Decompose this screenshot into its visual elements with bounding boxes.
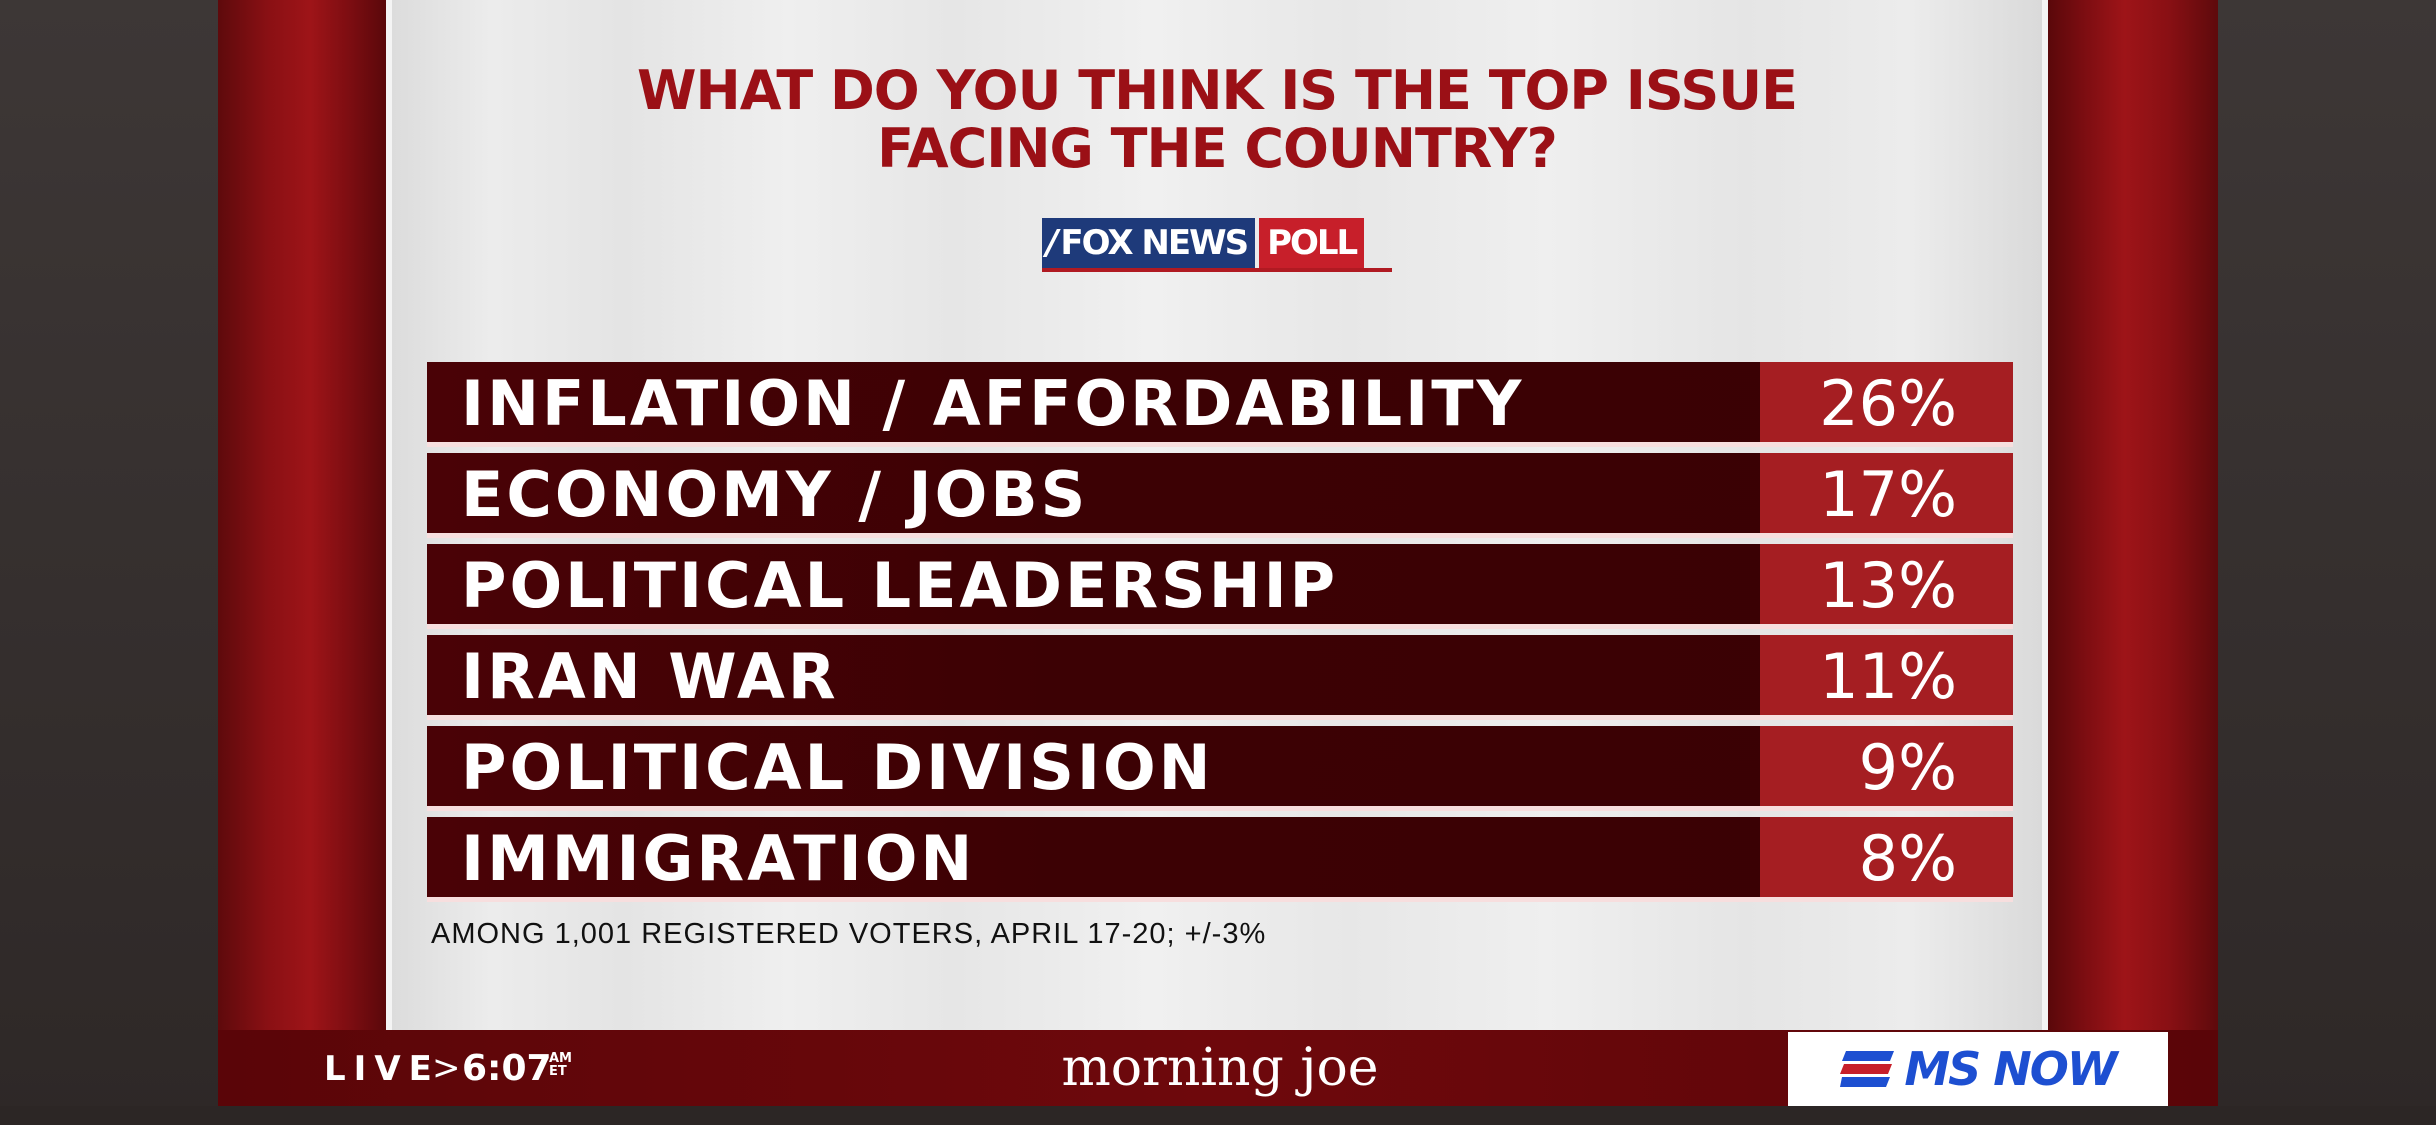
issue-label: POLITICAL DIVISION [461, 731, 1214, 804]
network-name: MS NOW [1904, 1042, 2117, 1096]
poll-footnote: AMONG 1,001 REGISTERED VOTERS, APRIL 17-… [431, 918, 1267, 950]
time-zone-label: AM ET [549, 1052, 572, 1078]
right-backdrop [2218, 0, 2436, 1125]
poll-tag: POLL [1259, 218, 1365, 268]
left-curtain [218, 0, 386, 1125]
table-row: ECONOMY / JOBS 17% [427, 453, 2013, 533]
poll-results-table: INFLATION / AFFORDABILITY 26% ECONOMY / JO… [427, 362, 2013, 908]
issue-percent: 8% [1760, 817, 2013, 897]
broadcast-time: 6:07 [462, 1048, 552, 1089]
table-row: POLITICAL LEADERSHIP 13% [427, 544, 2013, 624]
right-curtain [2048, 0, 2218, 1125]
issue-percent: 17% [1760, 453, 2013, 533]
fox-slash-icon: / [1046, 223, 1059, 263]
table-row: IRAN WAR 11% [427, 635, 2013, 715]
poll-title: WHAT DO YOU THINK IS THE TOP ISSUE FACIN… [386, 62, 2048, 178]
live-indicator: LIVE [324, 1049, 440, 1089]
table-row: POLITICAL DIVISION 9% [427, 726, 2013, 806]
issue-percent: 11% [1760, 635, 2013, 715]
issue-percent: 26% [1760, 362, 2013, 442]
bottom-edge [0, 1106, 2436, 1125]
left-backdrop [0, 0, 218, 1125]
am-label: AM [549, 1051, 572, 1066]
chevron-right-icon: > [432, 1048, 461, 1088]
table-row: INFLATION / AFFORDABILITY 26% [427, 362, 2013, 442]
issue-label: IRAN WAR [461, 640, 839, 713]
poll-title-line1: WHAT DO YOU THINK IS THE TOP ISSUE [636, 59, 1798, 122]
et-label: ET [549, 1064, 567, 1079]
issue-percent: 9% [1760, 726, 2013, 806]
issue-percent: 13% [1760, 544, 2013, 624]
issue-label: INFLATION / AFFORDABILITY [461, 367, 1525, 440]
show-name: morning joe [1061, 1038, 1379, 1098]
issue-label: IMMIGRATION [461, 822, 976, 895]
issue-label: POLITICAL LEADERSHIP [461, 549, 1339, 622]
ms-now-logo-icon [1840, 1049, 1896, 1089]
table-row: IMMIGRATION 8% [427, 817, 2013, 897]
issue-label: ECONOMY / JOBS [461, 458, 1089, 531]
poll-title-line2: FACING THE COUNTRY? [877, 117, 1558, 180]
fox-news-brand: / FOX NEWS [1042, 218, 1256, 268]
network-logo: MS NOW [1788, 1032, 2168, 1106]
fox-news-poll-logo: / FOX NEWS POLL [1042, 218, 1392, 272]
fox-news-text: FOX NEWS [1060, 223, 1249, 263]
